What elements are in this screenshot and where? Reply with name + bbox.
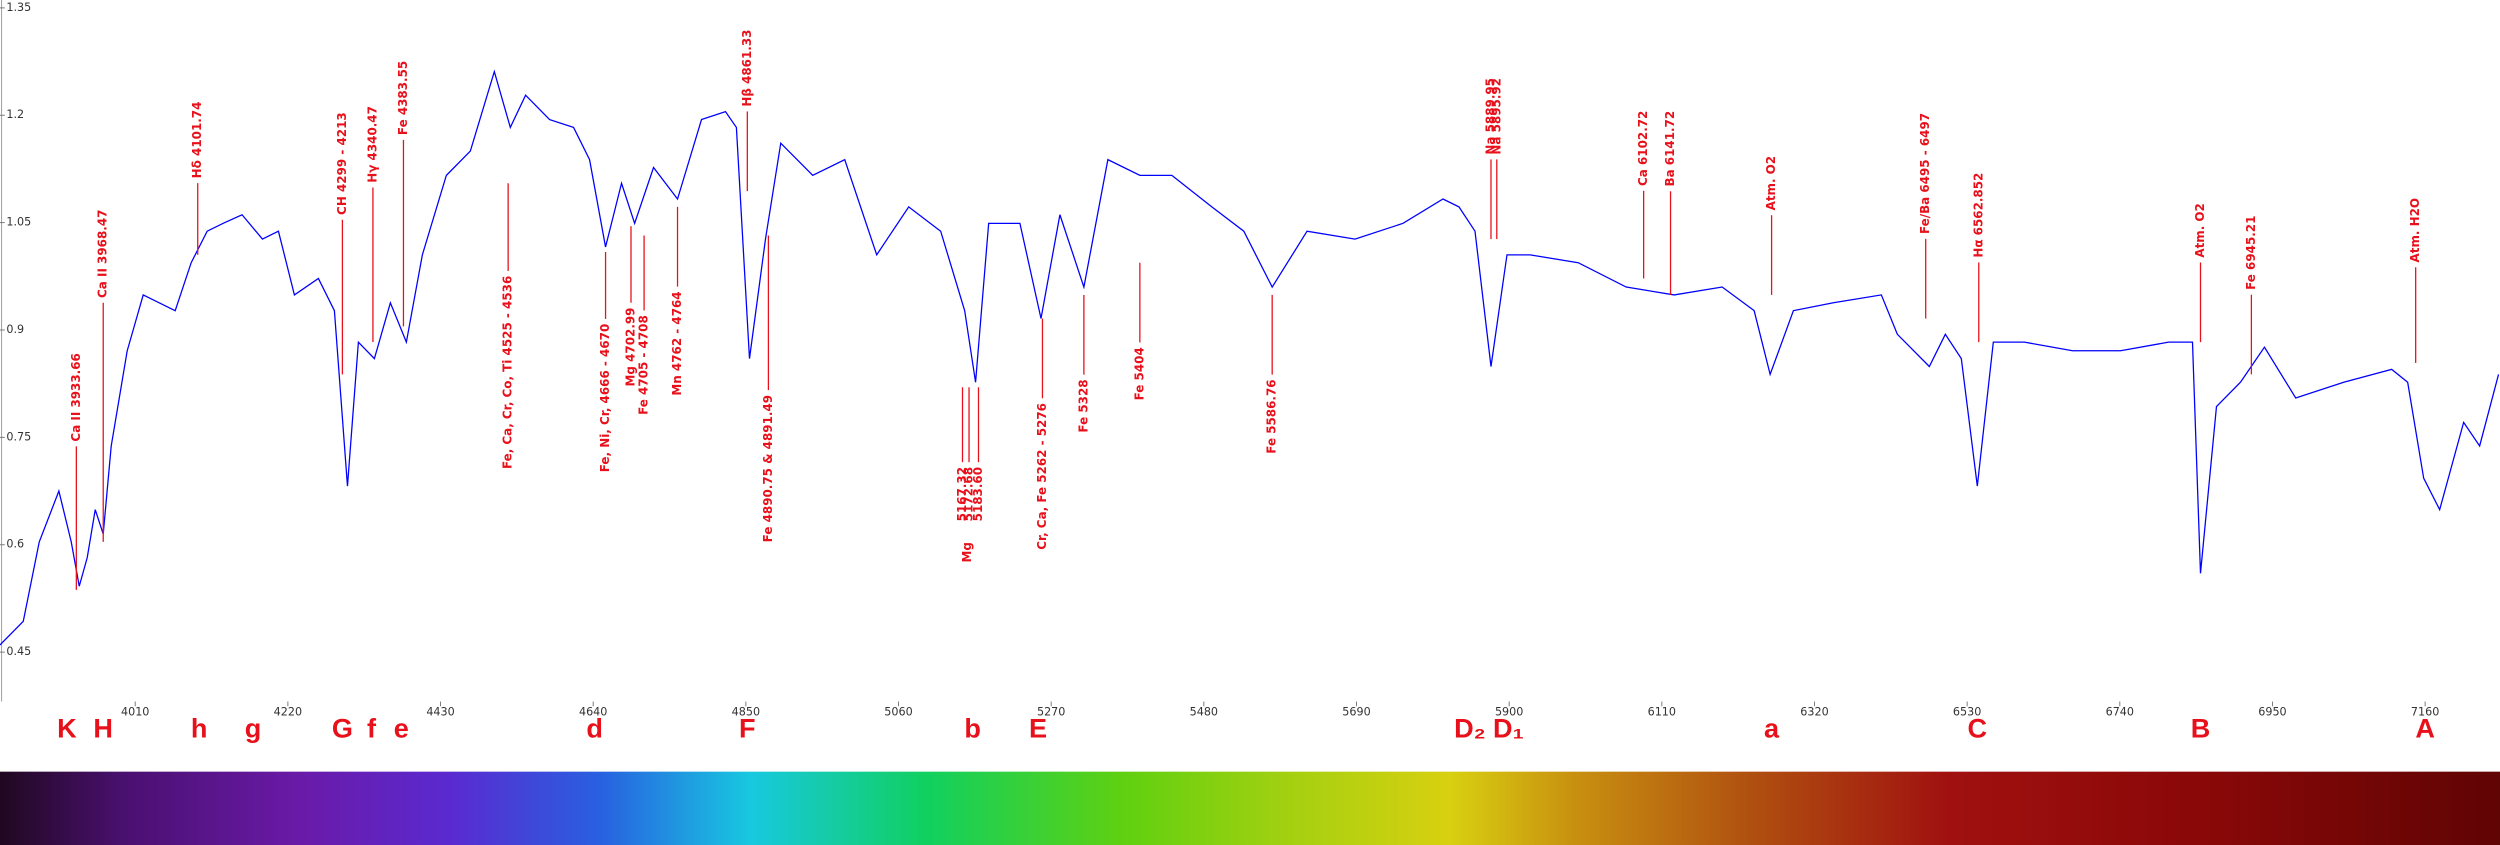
- annotation-label: Na 5895.92: [1489, 78, 1503, 155]
- annotation-label: Fe 5586.76: [1265, 379, 1279, 453]
- spectrum-line: [0, 69, 2500, 646]
- x-tick-label: 5900: [1495, 706, 1523, 719]
- fraunhofer-letter: h: [191, 712, 208, 743]
- x-tick-label: 4430: [426, 706, 454, 719]
- fraunhofer-letter: A: [2415, 712, 2435, 743]
- annotation-label: Fe 5328: [1076, 379, 1090, 432]
- fraunhofer-letter: d: [586, 712, 603, 743]
- fraunhofer-letter: C: [1968, 712, 1988, 743]
- fraunhofer-letter: H: [93, 712, 113, 743]
- annotation-label: 5172.68: [962, 467, 976, 521]
- fraunhofer-letter: E: [1029, 712, 1047, 743]
- annotation-label: Mn 4762 - 4764: [670, 291, 684, 395]
- fraunhofer-letter: D₂: [1454, 712, 1486, 743]
- annotation-label: Atm. H2O: [2408, 198, 2422, 263]
- annotation-label: CH 4299 - 4213: [335, 112, 349, 215]
- annotation-label: Fe/Ba 6495 - 6497: [1918, 113, 1932, 234]
- x-tick-label: 5480: [1190, 706, 1218, 719]
- x-tick-label: 4850: [732, 706, 760, 719]
- annotation-label: Na 5889.95: [1483, 78, 1497, 155]
- annotation-label: 5183.60: [971, 467, 985, 521]
- annotation-label: Fe, Ca, Cr, Co, Ti 4525 - 4536: [501, 276, 515, 469]
- fraunhofer-letter: g: [245, 712, 262, 743]
- x-tick-label: 4220: [274, 706, 302, 719]
- annotation-label: Hγ 4340.47: [365, 106, 379, 183]
- y-tick-label: 1.35: [6, 1, 31, 14]
- x-tick-label: 4010: [121, 706, 149, 719]
- annotation-label: Ca II 3933.66: [69, 353, 83, 441]
- annotation-label: Ca II 3968.47: [96, 210, 110, 298]
- annotation-label: Hβ 4861.33: [740, 30, 754, 107]
- x-tick-label: 6320: [1800, 706, 1828, 719]
- annotation-label: Atm. O2: [1764, 156, 1778, 211]
- fraunhofer-letter: G: [332, 712, 353, 743]
- x-tick-label: 5690: [1342, 706, 1370, 719]
- y-tick-label: 0.9: [6, 323, 24, 336]
- y-tick-label: 1.2: [6, 108, 24, 121]
- fraunhofer-letter: K: [57, 712, 77, 743]
- annotation-label: Atm. O2: [2193, 203, 2207, 258]
- annotation-label: Fe 4383.55: [396, 61, 410, 135]
- fraunhofer-letter: F: [739, 712, 756, 743]
- y-tick-label: 0.75: [6, 430, 31, 443]
- annotation-label: Fe, Ni, Cr, 4666 - 4670: [598, 324, 612, 473]
- fraunhofer-letter: e: [394, 712, 409, 743]
- y-tick-label: 0.45: [6, 645, 31, 658]
- x-tick-label: 6950: [2258, 706, 2286, 719]
- x-tick-label: 6740: [2106, 706, 2134, 719]
- fraunhofer-letter: a: [1764, 712, 1780, 743]
- annotation-label: Hα 6562.852: [1971, 173, 1985, 258]
- x-tick-label: 7160: [2411, 706, 2439, 719]
- x-tick-label: 6530: [1953, 706, 1981, 719]
- group-label: Mg: [960, 542, 974, 562]
- y-tick-label: 0.6: [6, 538, 24, 551]
- x-tick-label: 5060: [884, 706, 912, 719]
- annotation-label: Cr, Ca, Fe 5262 - 5276: [1035, 403, 1049, 550]
- annotation-label: Fe 4890.75 & 4891.49: [761, 395, 775, 542]
- fraunhofer-letter: b: [964, 712, 981, 743]
- annotation-label: Ba 6141.72: [1663, 111, 1677, 187]
- annotation-label: Fe 4705 - 4708: [637, 315, 651, 415]
- x-tick-label: 6110: [1648, 706, 1676, 719]
- annotation-label: Fe 6945.21: [2244, 216, 2258, 290]
- x-tick-label: 5270: [1037, 706, 1065, 719]
- annotation-label: Fe 5404: [1132, 347, 1146, 400]
- annotation-label: 5167.32: [955, 467, 969, 521]
- fraunhofer-letter: B: [2191, 712, 2211, 743]
- annotation-label: Hδ 4101.74: [190, 102, 204, 179]
- spectrum-band: [0, 771, 2500, 845]
- fraunhofer-letter: f: [367, 712, 377, 743]
- fraunhofer-letter: D₁: [1493, 712, 1524, 743]
- y-tick-label: 1.05: [6, 216, 31, 229]
- x-tick-label: 4640: [579, 706, 607, 719]
- annotation-label: Ca 6102.72: [1636, 111, 1650, 186]
- annotation-label: Mg 4702.99: [623, 308, 637, 387]
